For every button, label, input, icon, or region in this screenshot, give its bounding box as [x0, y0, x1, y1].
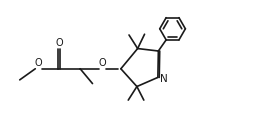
Text: O: O: [99, 58, 106, 68]
Text: O: O: [34, 58, 42, 68]
Text: O: O: [55, 38, 63, 48]
Text: N: N: [160, 74, 168, 84]
